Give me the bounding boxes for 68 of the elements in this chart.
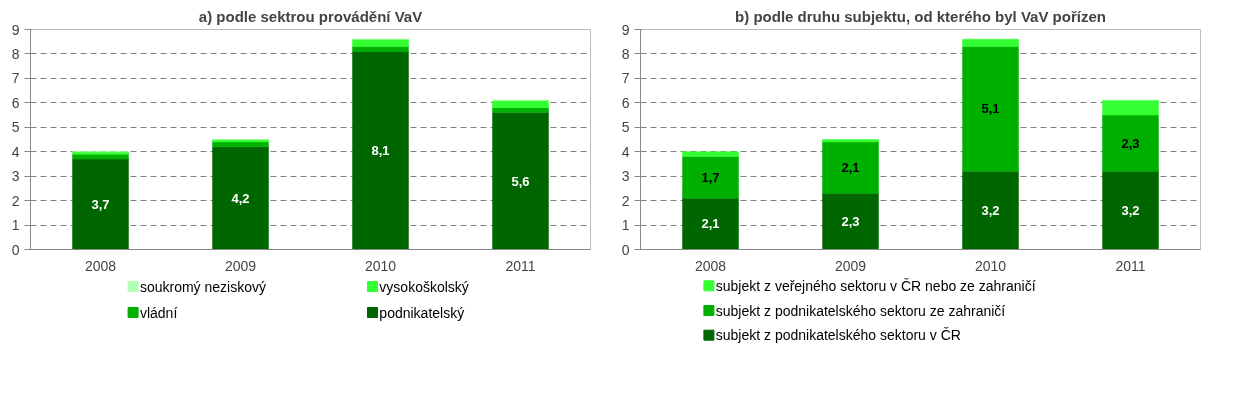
x-tick-label: 2010 bbox=[974, 257, 1007, 274]
y-tick-label: 9 bbox=[11, 21, 20, 38]
bar bbox=[72, 153, 129, 160]
bar bbox=[352, 51, 409, 250]
legend-label: subjekt z veřejného sektoru v ČR nebo ze zahraničí bbox=[715, 277, 1036, 294]
data-label: 3,7 bbox=[91, 196, 110, 212]
bar bbox=[352, 46, 409, 52]
x-tick-label: 2010 bbox=[364, 257, 397, 274]
x-tick-label: 2011 bbox=[1115, 257, 1146, 274]
legend-label: soukromý neziskový bbox=[139, 278, 266, 295]
x-tick-label: 2008 bbox=[694, 257, 727, 274]
y-tick-label: 7 bbox=[11, 70, 20, 87]
data-label: 4,2 bbox=[231, 190, 250, 206]
y-tick-label: 5 bbox=[621, 119, 630, 136]
y-tick-label: 6 bbox=[621, 94, 630, 111]
data-label: 2,3 bbox=[841, 213, 860, 229]
y-tick-label: 3 bbox=[11, 168, 20, 185]
y-tick-label: 7 bbox=[621, 70, 630, 87]
data-label: 2,1 bbox=[701, 216, 720, 232]
legend-label: subjekt z podnikatelského sektoru v ČR bbox=[715, 327, 961, 344]
legend-label: subjekt z podnikatelského sektoru ze zahraničí bbox=[715, 302, 1006, 319]
y-tick-label: 4 bbox=[621, 143, 630, 160]
bar bbox=[962, 39, 1019, 47]
bar bbox=[822, 141, 879, 194]
legend-label: podnikatelský bbox=[379, 304, 465, 321]
y-tick-label: 1 bbox=[11, 217, 20, 234]
bar bbox=[1102, 100, 1159, 116]
bar bbox=[682, 151, 739, 157]
legend-label: vysokoškolský bbox=[379, 278, 469, 295]
y-tick-label: 8 bbox=[11, 45, 20, 62]
x-tick-label: 2011 bbox=[505, 257, 536, 274]
y-tick-label: 4 bbox=[11, 143, 20, 160]
data-label: 2,1 bbox=[841, 160, 860, 176]
y-tick-label: 0 bbox=[621, 241, 630, 258]
bar bbox=[682, 197, 739, 250]
y-tick-label: 5 bbox=[11, 119, 20, 136]
y-tick-label: 6 bbox=[11, 94, 20, 111]
x-tick-label: 2009 bbox=[224, 257, 257, 274]
bar bbox=[822, 193, 879, 250]
data-label: 8,1 bbox=[371, 143, 390, 158]
bar bbox=[962, 171, 1019, 250]
y-tick-label: 2 bbox=[621, 192, 630, 209]
data-label: 1,7 bbox=[701, 169, 720, 185]
bar bbox=[212, 146, 269, 250]
legend-label: vládní bbox=[139, 304, 178, 321]
data-label: 5,1 bbox=[981, 101, 1000, 117]
data-label: 5,6 bbox=[511, 173, 530, 189]
y-tick-label: 0 bbox=[11, 241, 20, 258]
data-label: 2,3 bbox=[1121, 135, 1140, 151]
bar bbox=[822, 139, 879, 143]
x-tick-label: 2009 bbox=[834, 257, 867, 274]
bar bbox=[682, 156, 739, 199]
bar bbox=[962, 46, 1019, 172]
y-tick-label: 2 bbox=[11, 192, 20, 209]
bar bbox=[1102, 114, 1159, 172]
bar bbox=[1102, 171, 1159, 250]
bar bbox=[492, 112, 549, 250]
chart-title: b) podle druhu subjektu, od kterého byl VaV pořízen bbox=[735, 7, 1106, 25]
chart-title: a) podle sektrou provádění VaV bbox=[198, 7, 423, 25]
y-tick-label: 3 bbox=[621, 168, 630, 185]
data-label: 3,2 bbox=[1121, 202, 1140, 218]
bar bbox=[72, 158, 129, 250]
y-tick-label: 9 bbox=[621, 21, 630, 38]
bar bbox=[492, 107, 549, 113]
data-label: 3,2 bbox=[981, 202, 1000, 218]
x-tick-label: 2008 bbox=[84, 257, 117, 274]
y-tick-label: 8 bbox=[621, 45, 630, 62]
y-tick-label: 1 bbox=[621, 217, 630, 234]
